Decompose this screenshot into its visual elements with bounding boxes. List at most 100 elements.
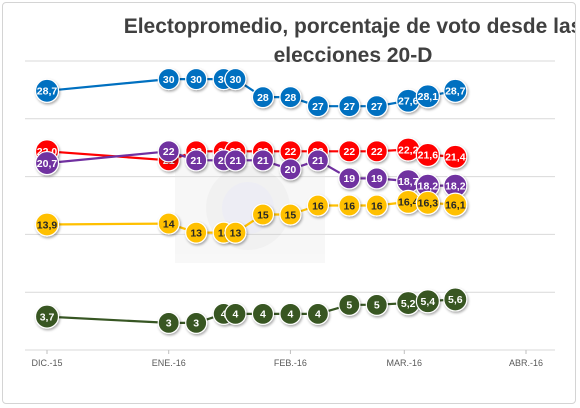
- x-tick-label: DIC.-15: [31, 358, 62, 368]
- data-label: 30: [230, 74, 242, 86]
- data-point: [224, 221, 247, 244]
- data-label: 27: [371, 101, 383, 113]
- data-label: 20: [285, 164, 297, 176]
- gridlines: [25, 60, 555, 351]
- data-label: 14: [163, 218, 175, 230]
- data-label: 30: [218, 74, 230, 86]
- data-point: [279, 203, 302, 226]
- data-label: 4: [221, 309, 227, 321]
- data-label: 21: [257, 155, 269, 167]
- data-point: [157, 212, 180, 235]
- data-label: 5,2: [401, 298, 416, 310]
- data-label: 28,1: [418, 91, 439, 103]
- data-point: [306, 149, 330, 172]
- data-label: 21: [190, 155, 202, 167]
- data-label: 3: [166, 318, 172, 330]
- data-label: 28,7: [37, 86, 58, 98]
- data-point: [224, 67, 247, 91]
- data-label: 27: [343, 101, 355, 113]
- data-label: 4: [288, 309, 294, 321]
- x-tick-label: MAR.-16: [387, 358, 423, 368]
- data-label: 18,7: [398, 176, 419, 188]
- data-point: [185, 311, 208, 335]
- data-label: 16,1: [445, 199, 466, 211]
- x-tick-label: ENE.-16: [152, 358, 186, 368]
- data-label: 4: [233, 309, 239, 321]
- data-point: [443, 78, 468, 103]
- data-label: 15: [257, 209, 269, 221]
- series-4: 3,73 34 4 4 4 45 5 5,2 5,4 5,6: [34, 287, 468, 335]
- chart-title-line-2: elecciones 20-D: [274, 44, 433, 67]
- data-label: 5: [374, 300, 380, 312]
- data-label: 30: [163, 74, 175, 86]
- data-label: 28: [257, 92, 269, 104]
- data-label: 22: [285, 146, 297, 158]
- data-point: [224, 302, 247, 325]
- data-label: 22: [371, 146, 383, 158]
- data-point: [415, 289, 440, 314]
- series-line: [46, 298, 456, 324]
- data-label: 27,6: [398, 96, 419, 108]
- data-label: 5,4: [421, 296, 436, 308]
- data-label: 16,3: [418, 198, 439, 210]
- data-label: 21: [230, 155, 242, 167]
- data-label: 28,7: [445, 86, 466, 98]
- data-point: [185, 149, 208, 172]
- data-label: 30: [190, 74, 202, 86]
- data-label: 15: [285, 209, 297, 221]
- data-label: 16,4: [398, 197, 419, 209]
- data-point: [157, 311, 180, 335]
- data-label: 22: [343, 146, 355, 158]
- data-point: [279, 158, 302, 181]
- x-tick-label: FEB.-16: [274, 358, 307, 368]
- data-label: 18,2: [445, 180, 466, 192]
- data-label: 5: [346, 300, 352, 312]
- data-point: [34, 78, 60, 103]
- data-label: 21,6: [418, 150, 439, 162]
- data-point: [415, 84, 440, 109]
- data-label: 19: [343, 173, 355, 185]
- data-label: 27: [312, 101, 324, 113]
- data-point: [415, 190, 440, 215]
- data-label: 20,7: [37, 158, 58, 170]
- chart-title-line-1: Electopromedio, porcentaje de voto desde…: [124, 15, 576, 38]
- data-label: 18,2: [418, 180, 439, 192]
- data-label: 22,2: [398, 144, 419, 156]
- data-label: 19: [371, 173, 383, 185]
- data-label: 16: [343, 200, 355, 212]
- data-point: [34, 304, 60, 329]
- data-point: [443, 144, 468, 169]
- data-point: [251, 302, 275, 325]
- data-point: [415, 142, 440, 168]
- data-point: [365, 95, 388, 118]
- data-label: 21: [312, 155, 324, 167]
- data-point: [157, 67, 180, 91]
- data-point: [279, 302, 302, 325]
- data-point: [224, 149, 247, 172]
- series-group: 28,730303030282827272727,628,128,722,021…: [34, 67, 468, 335]
- data-label: 28: [285, 92, 297, 104]
- data-point: [338, 95, 361, 118]
- line-chart: Electopromedio, porcentaje de voto desde…: [25, 15, 576, 368]
- data-point: [443, 192, 468, 217]
- data-point: [306, 194, 330, 217]
- data-point: [185, 221, 208, 244]
- data-point: [279, 86, 302, 109]
- data-point: [157, 140, 180, 163]
- data-point: [338, 140, 361, 163]
- data-point: [306, 302, 330, 325]
- data-point: [306, 95, 330, 118]
- data-label: 5,6: [448, 294, 463, 306]
- data-point: [251, 149, 275, 172]
- data-point: [34, 212, 60, 237]
- data-label: 13: [190, 227, 202, 239]
- data-label: 21: [218, 155, 230, 167]
- x-tick-label: ABR.-16: [509, 358, 543, 368]
- data-point: [365, 194, 388, 217]
- data-point: [365, 293, 388, 316]
- data-point: [365, 167, 388, 190]
- data-point: [338, 194, 361, 217]
- data-point: [443, 287, 468, 312]
- data-label: 16: [371, 200, 383, 212]
